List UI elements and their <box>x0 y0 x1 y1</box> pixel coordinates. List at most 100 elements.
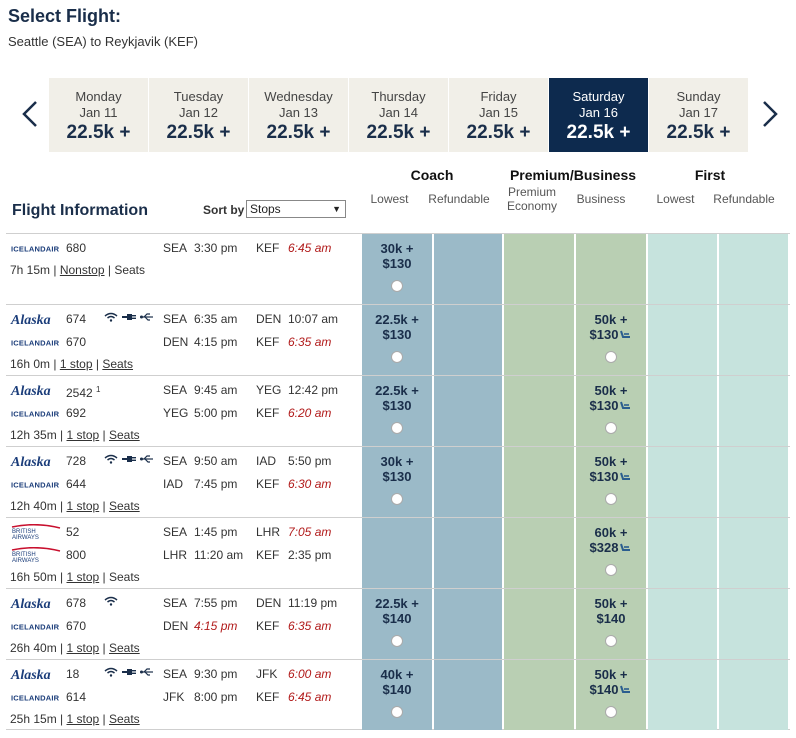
fare-miles: 22.5k + <box>375 383 419 398</box>
fare-radio-button[interactable] <box>391 351 403 363</box>
fare-radio-button[interactable] <box>391 422 403 434</box>
lie-flat-seat-icon <box>620 685 631 693</box>
origin-airport: SEA <box>163 241 188 255</box>
coach-lowest-header: Lowest <box>370 192 409 206</box>
flight-summary: 16h 50m | 1 stop | Seats <box>10 570 140 584</box>
svg-text:AIRWAYS: AIRWAYS <box>12 558 39 563</box>
airline-logo-british: BRITISH AIRWAYS <box>10 546 62 564</box>
wifi-icon <box>104 596 118 606</box>
flight-number: 18 <box>66 667 80 681</box>
destination-airport: KEF <box>256 619 280 633</box>
date-tab-tuesday[interactable]: Tuesday Jan 12 22.5k + <box>149 78 248 152</box>
next-dates-arrow-icon[interactable] <box>756 96 784 132</box>
date-tab-friday[interactable]: Friday Jan 15 22.5k + <box>449 78 548 152</box>
origin-airport: SEA <box>163 454 188 468</box>
flight-duration: 7h 15m <box>10 263 51 277</box>
flight-duration: 26h 40m <box>10 641 57 655</box>
fare-cell-business[interactable]: 60k + $328 <box>576 518 646 588</box>
fare-cell-first-refundable <box>719 589 788 659</box>
flight-information-label: Flight Information <box>12 202 148 219</box>
flight-number: 800 <box>66 548 87 562</box>
stops-link[interactable]: 1 stop <box>66 712 100 726</box>
seats-link[interactable]: Seats <box>109 641 140 655</box>
previous-dates-arrow-icon[interactable] <box>16 96 44 132</box>
fare-cell-coach-lowest[interactable]: 40k + $140 <box>362 660 432 730</box>
fare-radio-button[interactable] <box>605 706 617 718</box>
fare-cell-coach-lowest[interactable]: 22.5k + $130 <box>362 305 432 375</box>
fare-radio-button[interactable] <box>391 635 403 647</box>
date-tab-sunday[interactable]: Sunday Jan 17 22.5k + <box>649 78 748 152</box>
flight-number: 670 <box>66 335 87 349</box>
seats-link[interactable]: Seats <box>109 428 140 442</box>
fare-radio-button[interactable] <box>605 493 617 505</box>
fare-cell-business[interactable]: 50k + $140 <box>576 589 646 659</box>
stops-link[interactable]: 1 stop <box>59 357 93 371</box>
departure-time: 6:35 am <box>194 312 238 326</box>
stops-link[interactable]: 1 stop <box>66 428 100 442</box>
fare-cell-first-lowest <box>648 447 717 517</box>
fare-radio-button[interactable] <box>391 493 403 505</box>
stops-link[interactable]: 1 stop <box>66 499 100 513</box>
fare-cell-premium-economy <box>504 660 574 730</box>
departure-time: 8:00 pm <box>194 690 238 704</box>
fare-cell-coach-lowest[interactable]: 30k + $130 <box>362 447 432 517</box>
date-tab-monday[interactable]: Monday Jan 11 22.5k + <box>49 78 148 152</box>
fare-cell-coach-lowest[interactable]: 22.5k + $140 <box>362 589 432 659</box>
svg-text:ICELANDAIR: ICELANDAIR <box>11 481 60 490</box>
fare-cell-business[interactable]: 50k + $130 <box>576 447 646 517</box>
fare-cell-first-lowest <box>648 305 717 375</box>
flight-results-table: ICELANDAIR 680 SEA 3:30 pm KEF 6:45 am 7h 15m … <box>6 233 790 730</box>
sort-by-label: Sort by <box>203 203 245 217</box>
airline-logo-alaska: Alaska <box>10 595 62 612</box>
fare-miles: 60k + <box>594 525 628 540</box>
flight-summary: 12h 35m | 1 stop | Seats <box>10 428 140 442</box>
fare-tax: $130 <box>382 327 412 342</box>
departure-time: 5:00 pm <box>194 406 238 420</box>
fare-cell-coach-refundable <box>434 305 502 375</box>
fare-radio-button[interactable] <box>605 635 617 647</box>
flight-segment: ICELANDAIR 692 YEG 5:00 pm KEF 6:20 am <box>10 405 360 421</box>
business-header: Business <box>576 192 626 206</box>
departure-time: 9:50 am <box>194 454 238 468</box>
seats-link[interactable]: Seats <box>109 499 140 513</box>
fare-cell-business[interactable]: 50k + $140 <box>576 660 646 730</box>
fare-radio-button[interactable] <box>605 564 617 576</box>
fare-price: 50k + $140 <box>576 667 646 697</box>
sort-select[interactable]: Stops ▼ <box>246 200 346 218</box>
fare-radio-button[interactable] <box>391 706 403 718</box>
date-tab-wednesday[interactable]: Wednesday Jan 13 22.5k + <box>249 78 348 152</box>
flight-summary: 7h 15m | Nonstop | Seats <box>10 263 146 277</box>
date-tab-saturday[interactable]: Saturday Jan 16 22.5k + <box>549 78 648 152</box>
date-tab-price: 22.5k + <box>566 122 631 143</box>
arrival-time: 6:00 am <box>288 667 332 681</box>
stops-link[interactable]: 1 stop <box>66 570 100 584</box>
fare-cell-coach-lowest[interactable]: 22.5k + $130 <box>362 376 432 446</box>
date-tab-day: Tuesday <box>173 89 224 104</box>
fare-tax: $130 <box>589 327 619 342</box>
stops-link[interactable]: 1 stop <box>66 641 100 655</box>
fare-price: 50k + $140 <box>576 596 646 626</box>
origin-airport: SEA <box>163 596 188 610</box>
fare-radio-button[interactable] <box>605 351 617 363</box>
arrival-time: 6:35 am <box>288 335 332 349</box>
fare-cell-coach-lowest[interactable]: 30k + $130 <box>362 234 432 304</box>
seats-link[interactable]: Seats <box>102 357 134 371</box>
flight-number: 614 <box>66 690 87 704</box>
departure-time: 11:20 am <box>194 548 244 562</box>
origin-airport: JFK <box>163 690 185 704</box>
fare-radio-button[interactable] <box>391 280 403 292</box>
fare-cell-business[interactable]: 50k + $130 <box>576 376 646 446</box>
flight-segment: Alaska 2542 1 SEA 9:45 am YEG 12:42 pm <box>10 382 360 400</box>
date-tab-thursday[interactable]: Thursday Jan 14 22.5k + <box>349 78 448 152</box>
first-refundable-header: Refundable <box>713 192 775 206</box>
svg-text:Alaska: Alaska <box>10 384 51 398</box>
seats-link[interactable]: Seats <box>109 712 140 726</box>
fare-tax: $130 <box>382 469 412 484</box>
fare-cell-business[interactable]: 50k + $130 <box>576 305 646 375</box>
fare-radio-button[interactable] <box>605 422 617 434</box>
fare-miles: 50k + <box>594 596 628 611</box>
destination-airport: DEN <box>256 312 282 326</box>
departure-time: 4:15 pm <box>194 335 238 349</box>
arrival-time: 6:45 am <box>288 690 332 704</box>
stops-link[interactable]: Nonstop <box>59 263 105 277</box>
